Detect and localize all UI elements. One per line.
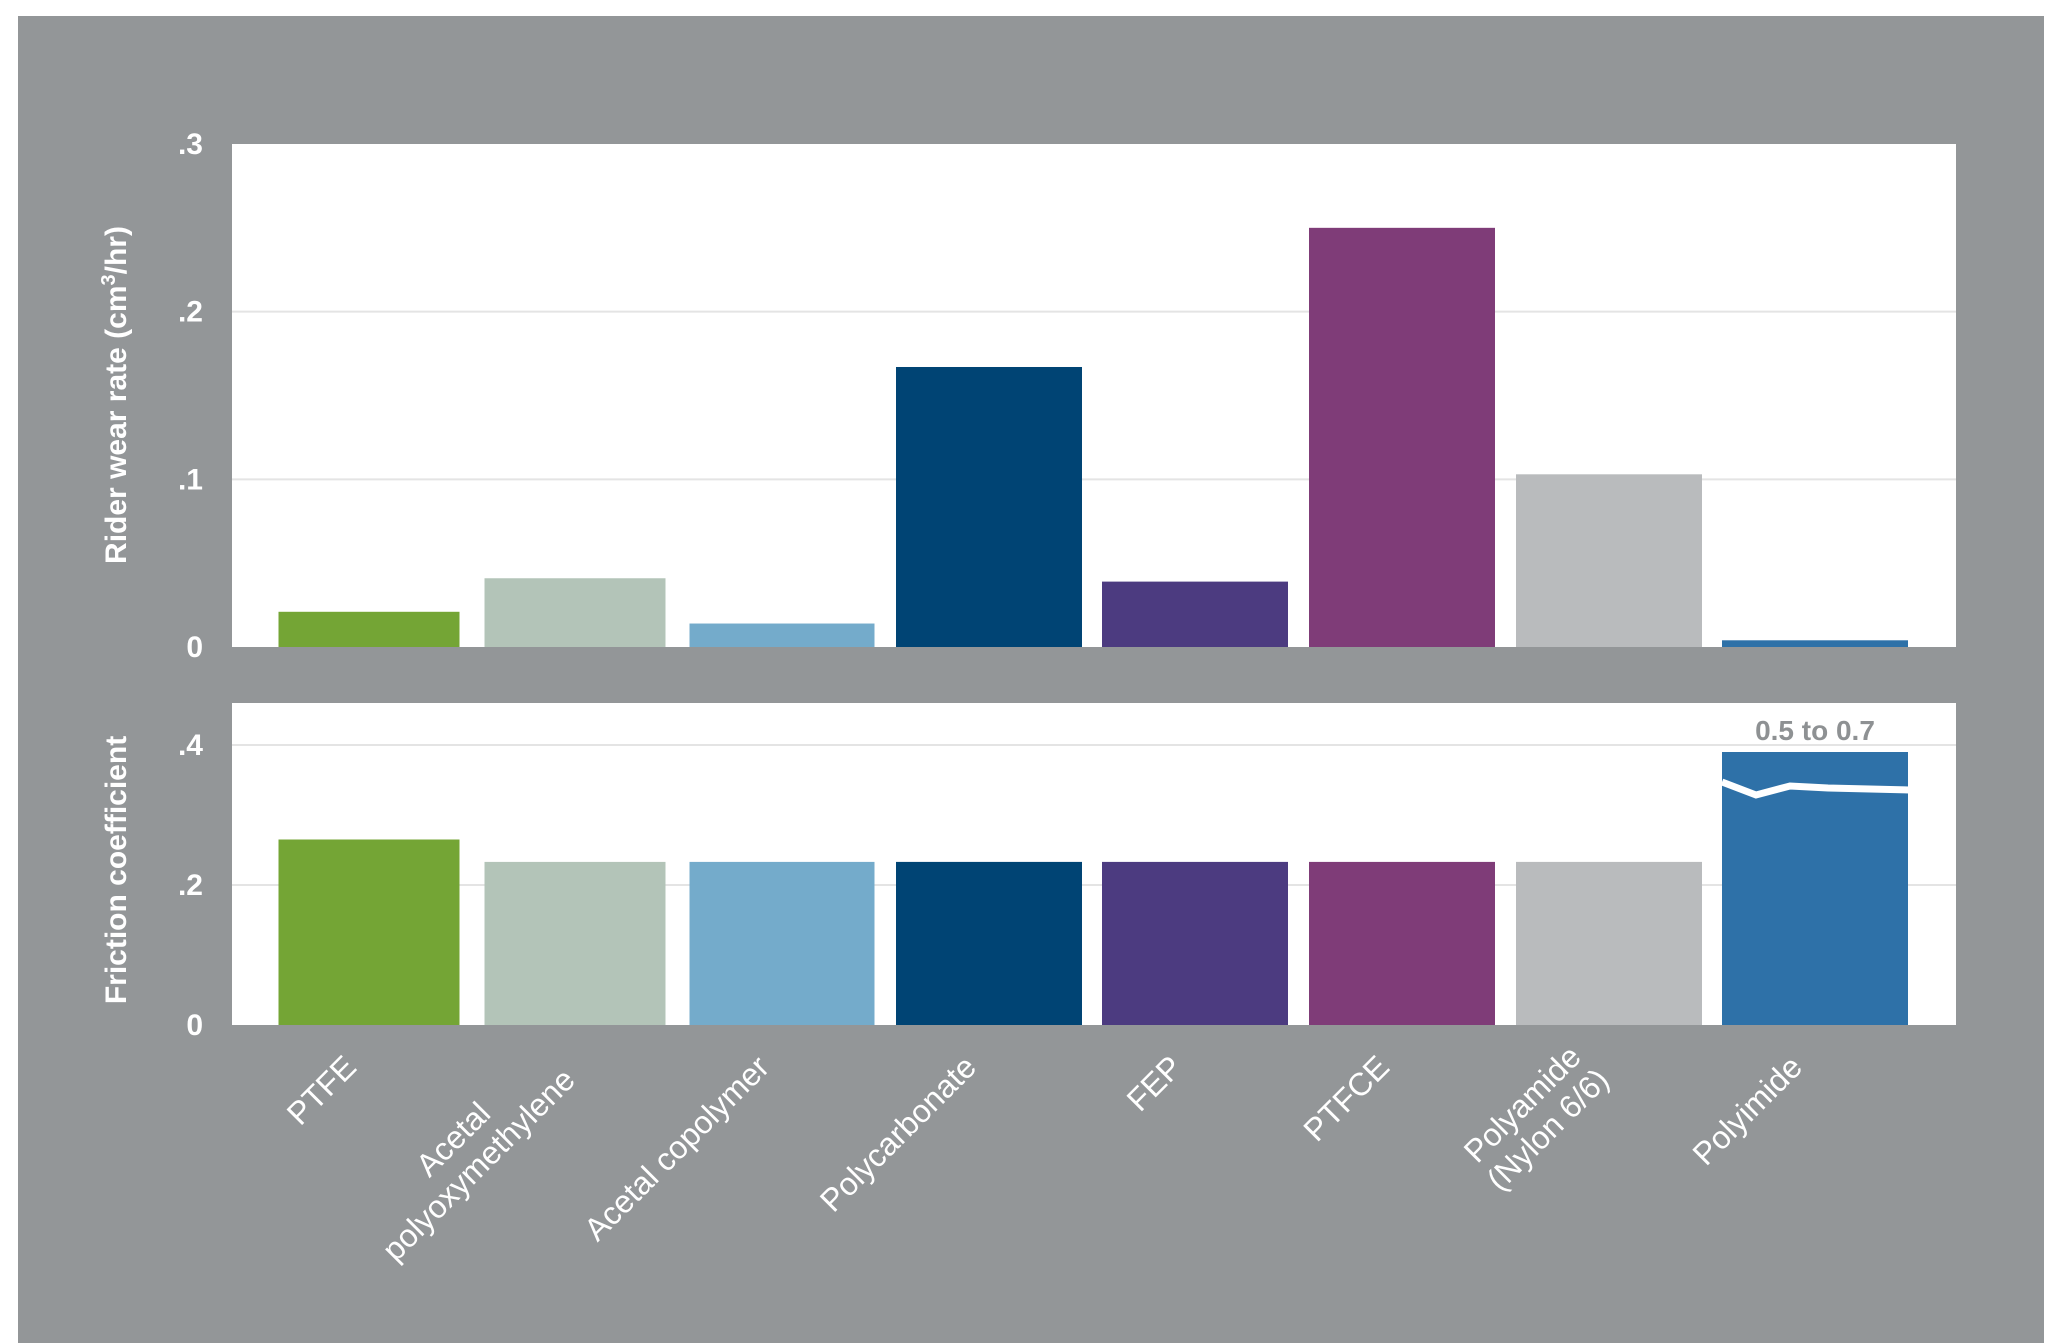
wear-rate-y-ticks: 0 .1 .2 .3 — [178, 128, 203, 664]
friction-bar-ptfe — [278, 839, 460, 1025]
friction-panel: 0 .2 .4 Friction coefficient 0.5 to 0.7 — [100, 703, 1956, 1042]
friction-y-axis-label: Friction coefficient — [100, 736, 133, 1004]
axis-break-mark — [1720, 778, 1911, 799]
wear-rate-bar-polyamide-nylon-6-6 — [1516, 474, 1702, 647]
wear-rate-y-tick-label: 0 — [186, 631, 203, 664]
wear-rate-y-tick-label: .1 — [178, 463, 203, 496]
friction-bar-polyamide-nylon-6-6 — [1516, 861, 1702, 1025]
friction-y-tick-label: 0 — [186, 1009, 203, 1042]
friction-y-tick-label: .2 — [178, 869, 203, 902]
wear-rate-y-axis-label: Rider wear rate (cm3/hr) — [98, 226, 133, 564]
wear-rate-y-tick-label: .3 — [178, 128, 203, 161]
wear-rate-bar-ptfe — [278, 611, 460, 647]
friction-bar-fep — [1102, 861, 1288, 1025]
friction-y-ticks: 0 .2 .4 — [178, 729, 203, 1042]
wear-rate-y-label-tail: /hr) — [100, 226, 133, 274]
friction-bar-acetal-copolymer — [689, 861, 875, 1025]
wear-rate-bars — [278, 227, 1908, 648]
wear-rate-bar-ptfce — [1309, 227, 1495, 648]
friction-bar-acetal-polyoxymethylene — [484, 861, 666, 1025]
wear-rate-bar-acetal-copolymer — [689, 623, 875, 647]
wear-rate-panel: 0 .1 .2 .3 Rider wear rate (cm3/hr) — [98, 128, 1956, 664]
friction-bar-ptfce — [1309, 861, 1495, 1025]
friction-bar-polycarbonate — [896, 861, 1082, 1025]
wear-rate-y-label-main: Rider wear rate (cm — [100, 286, 133, 564]
wear-rate-bar-polycarbonate — [896, 366, 1082, 647]
friction-y-tick-label: .4 — [178, 729, 203, 762]
wear-rate-y-label-superscript: 3 — [98, 274, 120, 285]
wear-rate-y-tick-label: .2 — [178, 296, 203, 329]
wear-rate-bar-acetal-polyoxymethylene — [484, 578, 666, 647]
polyimide-annotation: 0.5 to 0.7 — [1755, 715, 1875, 746]
wear-rate-bar-polyimide — [1722, 640, 1908, 647]
wear-rate-bar-fep — [1102, 581, 1288, 647]
